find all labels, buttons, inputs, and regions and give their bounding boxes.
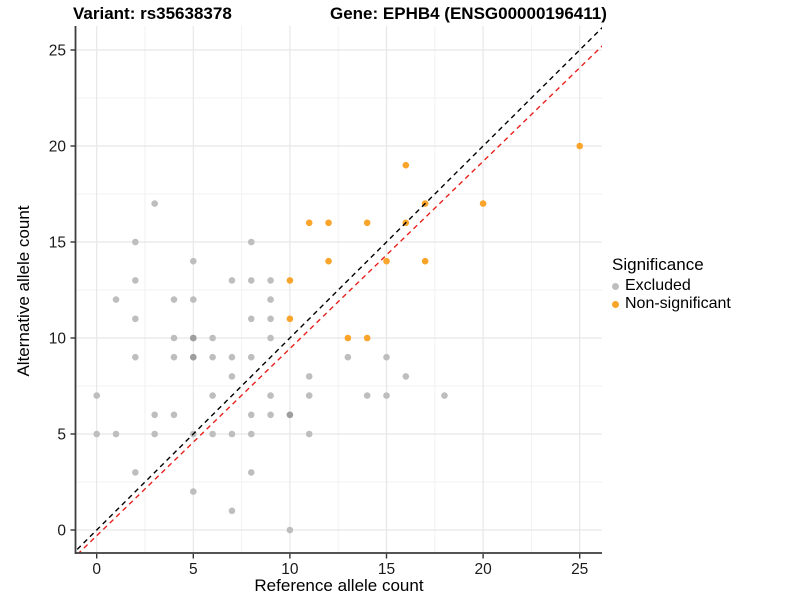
y-tick-label: 5 bbox=[57, 427, 66, 444]
data-point-excluded bbox=[132, 469, 139, 476]
data-point-excluded bbox=[112, 296, 120, 303]
data-point-excluded bbox=[228, 507, 236, 515]
data-point-excluded bbox=[132, 277, 139, 284]
data-point-non-significant bbox=[305, 219, 313, 227]
data-point-excluded bbox=[190, 257, 197, 265]
data-point-excluded bbox=[170, 353, 178, 361]
data-point-excluded bbox=[170, 296, 178, 303]
data-point-non-significant bbox=[421, 257, 429, 265]
variant-title: Variant: rs35638378 bbox=[73, 4, 232, 23]
data-point-non-significant bbox=[344, 334, 352, 342]
y-tick-label: 10 bbox=[49, 331, 67, 348]
data-point-overplotted bbox=[190, 353, 197, 361]
legend-item-non-significant: Non-significant bbox=[612, 295, 731, 313]
gene-title: Gene: EPHB4 (ENSG00000196411) bbox=[330, 4, 607, 23]
expected-ratio-line bbox=[77, 45, 602, 553]
x-tick-label: 20 bbox=[474, 561, 492, 578]
data-point-excluded bbox=[151, 430, 158, 438]
data-point-non-significant bbox=[383, 257, 390, 265]
data-point-excluded bbox=[247, 411, 255, 419]
data-point-non-significant bbox=[363, 334, 371, 342]
data-point-non-significant bbox=[286, 315, 294, 323]
data-point-non-significant bbox=[325, 219, 332, 227]
data-point-overplotted bbox=[190, 334, 197, 342]
data-point-excluded bbox=[247, 238, 255, 246]
data-point-excluded bbox=[132, 353, 139, 361]
data-point-excluded bbox=[402, 373, 410, 380]
x-tick-label: 10 bbox=[281, 561, 299, 578]
x-axis-title: Reference allele count bbox=[254, 576, 424, 595]
y-tick-label: 25 bbox=[49, 43, 66, 60]
excluded-dot-icon bbox=[612, 282, 619, 290]
data-point-excluded bbox=[228, 277, 236, 284]
data-point-excluded bbox=[132, 238, 139, 246]
data-point-overplotted bbox=[286, 411, 294, 419]
data-point-excluded bbox=[305, 373, 313, 380]
y-tick-label: 15 bbox=[49, 235, 66, 252]
data-point-excluded bbox=[247, 315, 255, 323]
data-point-excluded bbox=[209, 392, 216, 399]
data-point-excluded bbox=[267, 277, 274, 284]
x-tick-label: 15 bbox=[378, 561, 395, 578]
significance-legend: Significance Excluded Non-significant bbox=[612, 255, 731, 313]
data-point-non-significant bbox=[363, 219, 371, 227]
x-tick-label: 0 bbox=[92, 561, 101, 578]
data-point-excluded bbox=[383, 353, 390, 361]
data-point-excluded bbox=[247, 430, 255, 438]
identity-line bbox=[76, 26, 602, 552]
data-point-excluded bbox=[286, 526, 294, 534]
data-point-excluded bbox=[170, 334, 178, 342]
x-tick-label: 5 bbox=[189, 561, 198, 578]
data-point-excluded bbox=[228, 353, 236, 361]
data-point-excluded bbox=[112, 430, 120, 438]
data-point-excluded bbox=[267, 392, 274, 399]
data-point-excluded bbox=[132, 315, 139, 323]
data-point-excluded bbox=[441, 392, 448, 399]
data-point-excluded bbox=[267, 296, 274, 303]
data-point-excluded bbox=[190, 488, 197, 495]
data-point-excluded bbox=[247, 469, 255, 476]
data-point-non-significant bbox=[576, 142, 583, 150]
data-point-non-significant bbox=[286, 277, 294, 284]
data-point-excluded bbox=[151, 411, 158, 419]
data-point-non-significant bbox=[402, 161, 410, 169]
data-point-excluded bbox=[267, 411, 274, 419]
data-point-excluded bbox=[267, 334, 274, 342]
y-axis-title: Alternative allele count bbox=[14, 205, 33, 377]
data-point-excluded bbox=[93, 430, 100, 438]
data-point-excluded bbox=[305, 392, 313, 399]
data-point-excluded bbox=[228, 373, 236, 380]
data-point-excluded bbox=[209, 430, 216, 438]
non-significant-dot-icon bbox=[612, 300, 619, 308]
data-point-non-significant bbox=[479, 200, 487, 207]
x-tick-label: 25 bbox=[571, 561, 588, 578]
data-point-excluded bbox=[228, 430, 236, 438]
legend-item-label: Non-significant bbox=[625, 295, 731, 312]
data-point-excluded bbox=[209, 353, 216, 361]
data-point-excluded bbox=[247, 353, 255, 361]
y-tick-label: 0 bbox=[57, 523, 66, 540]
data-point-excluded bbox=[247, 277, 255, 284]
y-tick-label: 20 bbox=[49, 139, 67, 156]
data-point-excluded bbox=[344, 353, 352, 361]
data-point-excluded bbox=[170, 411, 178, 419]
legend-title: Significance bbox=[612, 255, 704, 274]
data-point-excluded bbox=[151, 200, 158, 207]
data-point-excluded bbox=[190, 296, 197, 303]
data-point-excluded bbox=[93, 392, 100, 399]
data-point-excluded bbox=[305, 430, 313, 438]
data-point-excluded bbox=[383, 392, 390, 399]
legend-item-label: Excluded bbox=[625, 277, 691, 294]
data-point-non-significant bbox=[325, 257, 332, 265]
data-point-excluded bbox=[363, 392, 371, 399]
data-point-excluded bbox=[267, 315, 274, 323]
legend-item-excluded: Excluded bbox=[612, 277, 731, 295]
data-point-excluded bbox=[209, 334, 216, 342]
